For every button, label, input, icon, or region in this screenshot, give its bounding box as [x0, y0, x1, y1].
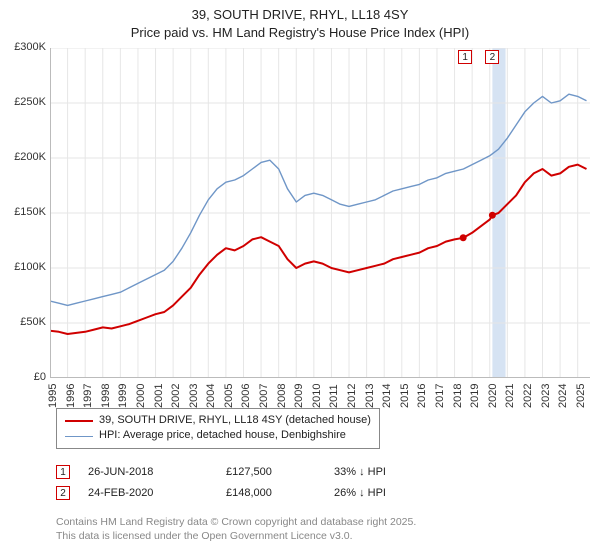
legend-row-series1: 39, SOUTH DRIVE, RHYL, LL18 4SY (detache… — [65, 413, 371, 428]
legend-swatch-2 — [65, 436, 93, 437]
x-tick-label: 2006 — [240, 384, 252, 408]
x-tick-label: 2022 — [522, 384, 534, 408]
y-tick-label: £250K — [2, 96, 46, 108]
legend-label-2: HPI: Average price, detached house, Denb… — [99, 428, 346, 443]
chart-svg — [50, 48, 590, 378]
table-row: 2 24-FEB-2020 £148,000 26% ↓ HPI — [56, 483, 454, 504]
x-tick-label: 2016 — [416, 384, 428, 408]
y-tick-label: £0 — [2, 371, 46, 383]
y-tick-label: £300K — [2, 41, 46, 53]
footnote-line1: Contains HM Land Registry data © Crown c… — [56, 516, 416, 530]
x-tick-label: 1996 — [65, 384, 77, 408]
legend: 39, SOUTH DRIVE, RHYL, LL18 4SY (detache… — [56, 408, 380, 449]
x-tick-label: 2024 — [557, 384, 569, 408]
x-tick-label: 2011 — [328, 384, 340, 408]
legend-label-1: 39, SOUTH DRIVE, RHYL, LL18 4SY (detache… — [99, 413, 371, 428]
dp1-price: £127,500 — [226, 462, 316, 483]
x-tick-label: 2015 — [399, 384, 411, 408]
x-tick-label: 1999 — [117, 384, 129, 408]
marker-1-box: 1 — [458, 50, 472, 64]
x-tick-label: 2014 — [381, 384, 393, 408]
x-tick-label: 2000 — [135, 384, 147, 408]
title-address: 39, SOUTH DRIVE, RHYL, LL18 4SY — [0, 6, 600, 24]
marker-2-icon: 2 — [56, 486, 70, 500]
x-tick-label: 2002 — [170, 384, 182, 408]
x-tick-label: 2013 — [364, 384, 376, 408]
y-tick-label: £200K — [2, 151, 46, 163]
x-tick-label: 2019 — [469, 384, 481, 408]
table-row: 1 26-JUN-2018 £127,500 33% ↓ HPI — [56, 462, 454, 483]
dp1-date: 26-JUN-2018 — [88, 462, 208, 483]
x-tick-label: 2020 — [487, 384, 499, 408]
x-tick-label: 2004 — [205, 384, 217, 408]
x-tick-label: 2017 — [434, 384, 446, 408]
x-tick-label: 2005 — [223, 384, 235, 408]
legend-swatch-1 — [65, 420, 93, 422]
data-point-table: 1 26-JUN-2018 £127,500 33% ↓ HPI 2 24-FE… — [56, 462, 454, 504]
x-tick-label: 2001 — [153, 384, 165, 408]
x-tick-label: 2010 — [311, 384, 323, 408]
x-tick-label: 1997 — [82, 384, 94, 408]
price-chart-wrapper: 39, SOUTH DRIVE, RHYL, LL18 4SY Price pa… — [0, 0, 600, 560]
footnote-line2: This data is licensed under the Open Gov… — [56, 530, 416, 544]
footnote: Contains HM Land Registry data © Crown c… — [56, 516, 416, 543]
dp1-diff: 33% ↓ HPI — [334, 462, 454, 483]
title-subtitle: Price paid vs. HM Land Registry's House … — [0, 24, 600, 42]
plot-area — [50, 48, 590, 378]
x-tick-label: 2023 — [540, 384, 552, 408]
x-tick-label: 1995 — [47, 384, 59, 408]
x-tick-label: 2021 — [504, 384, 516, 408]
x-tick-label: 2009 — [293, 384, 305, 408]
x-tick-label: 2025 — [575, 384, 587, 408]
x-tick-label: 2018 — [452, 384, 464, 408]
marker-2-box: 2 — [485, 50, 499, 64]
dp2-price: £148,000 — [226, 483, 316, 504]
x-tick-label: 1998 — [100, 384, 112, 408]
dp2-diff: 26% ↓ HPI — [334, 483, 454, 504]
x-tick-label: 2007 — [258, 384, 270, 408]
y-tick-label: £100K — [2, 261, 46, 273]
chart-title: 39, SOUTH DRIVE, RHYL, LL18 4SY Price pa… — [0, 0, 600, 41]
y-tick-label: £150K — [2, 206, 46, 218]
x-tick-label: 2012 — [346, 384, 358, 408]
x-tick-label: 2003 — [188, 384, 200, 408]
y-tick-label: £50K — [2, 316, 46, 328]
dp2-date: 24-FEB-2020 — [88, 483, 208, 504]
marker-1-icon: 1 — [56, 465, 70, 479]
x-tick-label: 2008 — [276, 384, 288, 408]
legend-row-series2: HPI: Average price, detached house, Denb… — [65, 428, 371, 443]
